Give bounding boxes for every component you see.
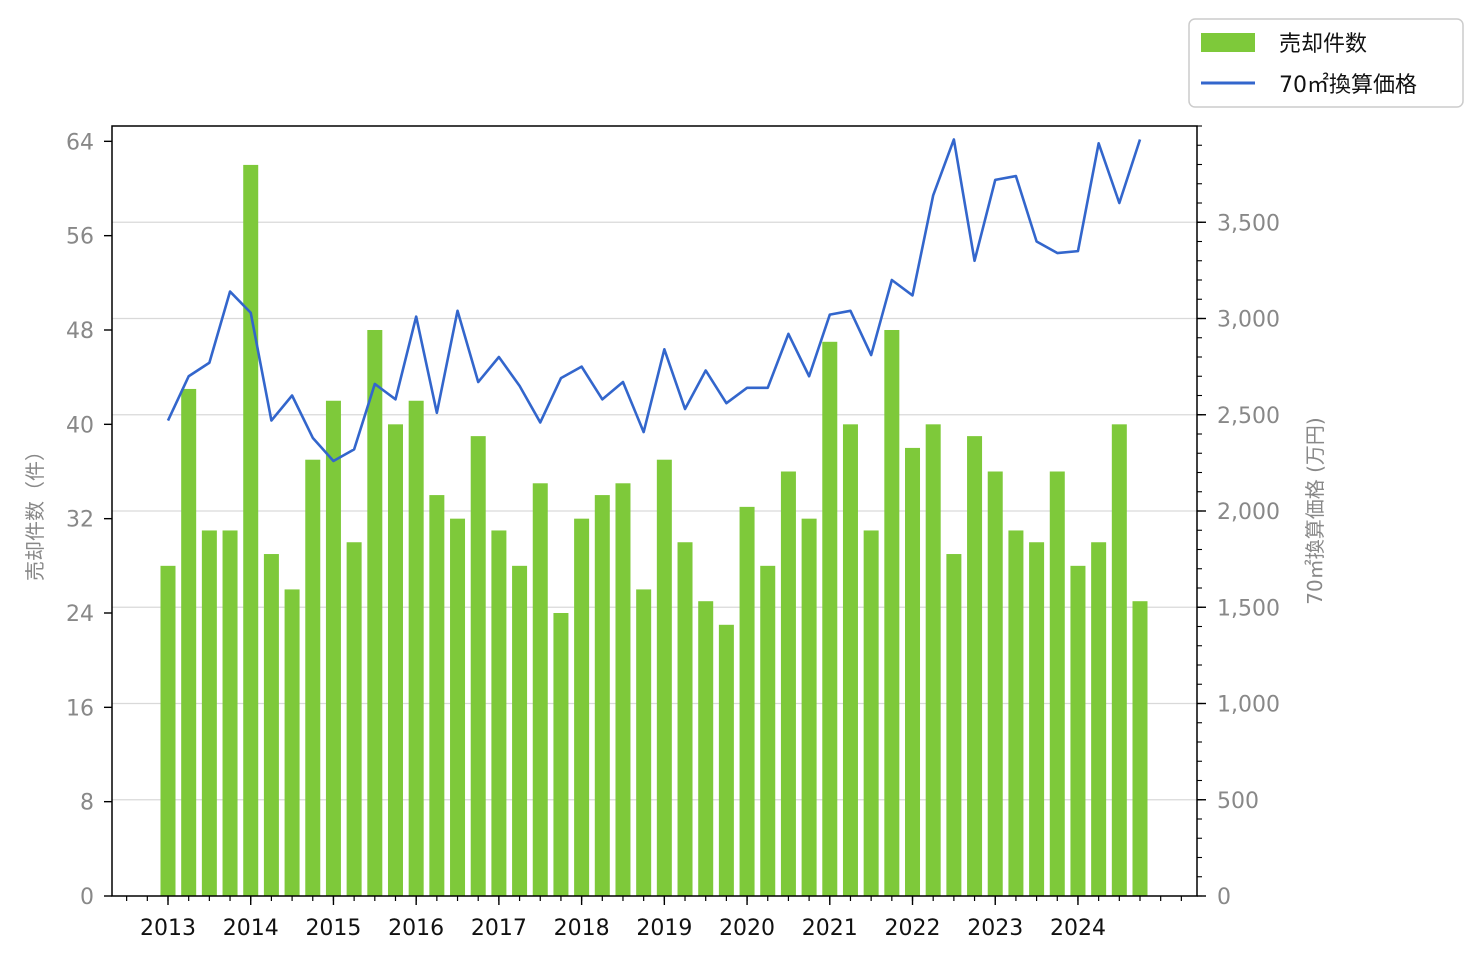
bar xyxy=(243,164,259,896)
bar xyxy=(967,436,983,896)
bar xyxy=(574,518,590,896)
legend: 売却件数 70㎡換算価格 xyxy=(1188,18,1464,108)
bar xyxy=(884,329,900,896)
y-axis-left-title: 売却件数（件） xyxy=(23,441,47,581)
x-tick-label: 2016 xyxy=(388,916,444,941)
x-tick-label: 2020 xyxy=(719,916,775,941)
y-left-tick-label: 16 xyxy=(66,696,94,721)
x-tick-label: 2022 xyxy=(885,916,941,941)
bar xyxy=(1008,530,1024,896)
bar xyxy=(718,624,734,896)
bar xyxy=(491,530,507,896)
x-tick-label: 2013 xyxy=(140,916,196,941)
bar xyxy=(470,436,486,896)
bar xyxy=(946,554,962,896)
bar xyxy=(532,483,548,896)
bar xyxy=(1132,601,1148,896)
bar xyxy=(760,565,776,896)
y-axis-right-title: 70㎡換算価格 (万円) xyxy=(1303,417,1327,604)
bar xyxy=(656,459,672,896)
y-left-tick-label: 48 xyxy=(66,319,94,344)
bar xyxy=(822,341,838,896)
y-right-tick-label: 3,000 xyxy=(1217,308,1280,333)
bar xyxy=(905,447,921,896)
x-tick-label: 2014 xyxy=(223,916,279,941)
bar xyxy=(1049,471,1065,896)
y-left-tick-label: 8 xyxy=(80,791,94,816)
line-series xyxy=(166,138,1142,463)
bar xyxy=(263,554,279,896)
bar xyxy=(801,518,817,896)
y-left-tick-label: 64 xyxy=(66,130,94,155)
bar xyxy=(387,424,403,896)
bar xyxy=(1091,542,1107,896)
bar xyxy=(1029,542,1045,896)
y-right-tick-label: 3,500 xyxy=(1217,211,1280,236)
y-right-tick-label: 1,000 xyxy=(1217,693,1280,718)
x-tick-label: 2021 xyxy=(802,916,858,941)
bar xyxy=(698,601,714,896)
bar xyxy=(925,424,941,896)
y-axis-right: 0 500 1,000 1,500 2,000 2,500 3,000 3,500 xyxy=(1197,125,1280,910)
bar xyxy=(181,388,197,896)
bar xyxy=(780,471,796,896)
legend-box xyxy=(1188,18,1464,108)
bar xyxy=(1111,424,1127,896)
x-tick-label: 2018 xyxy=(554,916,610,941)
y-left-tick-label: 32 xyxy=(66,508,94,533)
bar xyxy=(863,530,879,896)
y-left-tick-label: 0 xyxy=(80,885,94,910)
legend-label-line: 70㎡換算価格 xyxy=(1279,72,1417,98)
bar-series xyxy=(160,164,1148,896)
legend-swatch-bars xyxy=(1201,33,1255,52)
bar xyxy=(615,483,631,896)
y-left-tick-label: 40 xyxy=(66,413,94,438)
bar xyxy=(512,565,528,896)
bar xyxy=(325,400,341,896)
x-tick-label: 2023 xyxy=(967,916,1023,941)
bar xyxy=(346,542,362,896)
x-tick-label: 2024 xyxy=(1050,916,1106,941)
y-right-tick-label: 500 xyxy=(1217,789,1259,814)
bar xyxy=(408,400,424,896)
legend-label-bars: 売却件数 xyxy=(1279,32,1367,57)
bar xyxy=(429,495,445,896)
bar xyxy=(594,495,610,896)
y-right-tick-label: 1,500 xyxy=(1217,596,1280,621)
bar xyxy=(677,542,693,896)
bar xyxy=(305,459,321,896)
y-left-tick-label: 56 xyxy=(66,225,94,250)
x-tick-label: 2017 xyxy=(471,916,527,941)
bar xyxy=(1070,565,1086,896)
y-right-tick-label: 2,000 xyxy=(1217,500,1280,525)
x-axis: 2013 2014 2015 2016 2017 2018 2019 2020 2021 2022… xyxy=(126,896,1182,941)
bar xyxy=(739,506,755,896)
x-tick-label: 2015 xyxy=(305,916,361,941)
bar xyxy=(201,530,217,896)
y-axis-left: 0 8 16 24 32 40 48 56 64 xyxy=(66,130,112,910)
y-left-tick-label: 24 xyxy=(66,602,94,627)
price-line xyxy=(166,138,1142,463)
bar xyxy=(367,329,383,896)
bar xyxy=(553,612,569,896)
y-right-tick-label: 0 xyxy=(1217,885,1231,910)
bar xyxy=(450,518,466,896)
bar xyxy=(987,471,1003,896)
y-right-tick-label: 2,500 xyxy=(1217,404,1280,429)
bar xyxy=(284,589,300,896)
x-tick-label: 2019 xyxy=(636,916,692,941)
bar xyxy=(842,424,858,896)
bar xyxy=(222,530,238,896)
bar xyxy=(160,565,176,896)
bar xyxy=(636,589,652,896)
